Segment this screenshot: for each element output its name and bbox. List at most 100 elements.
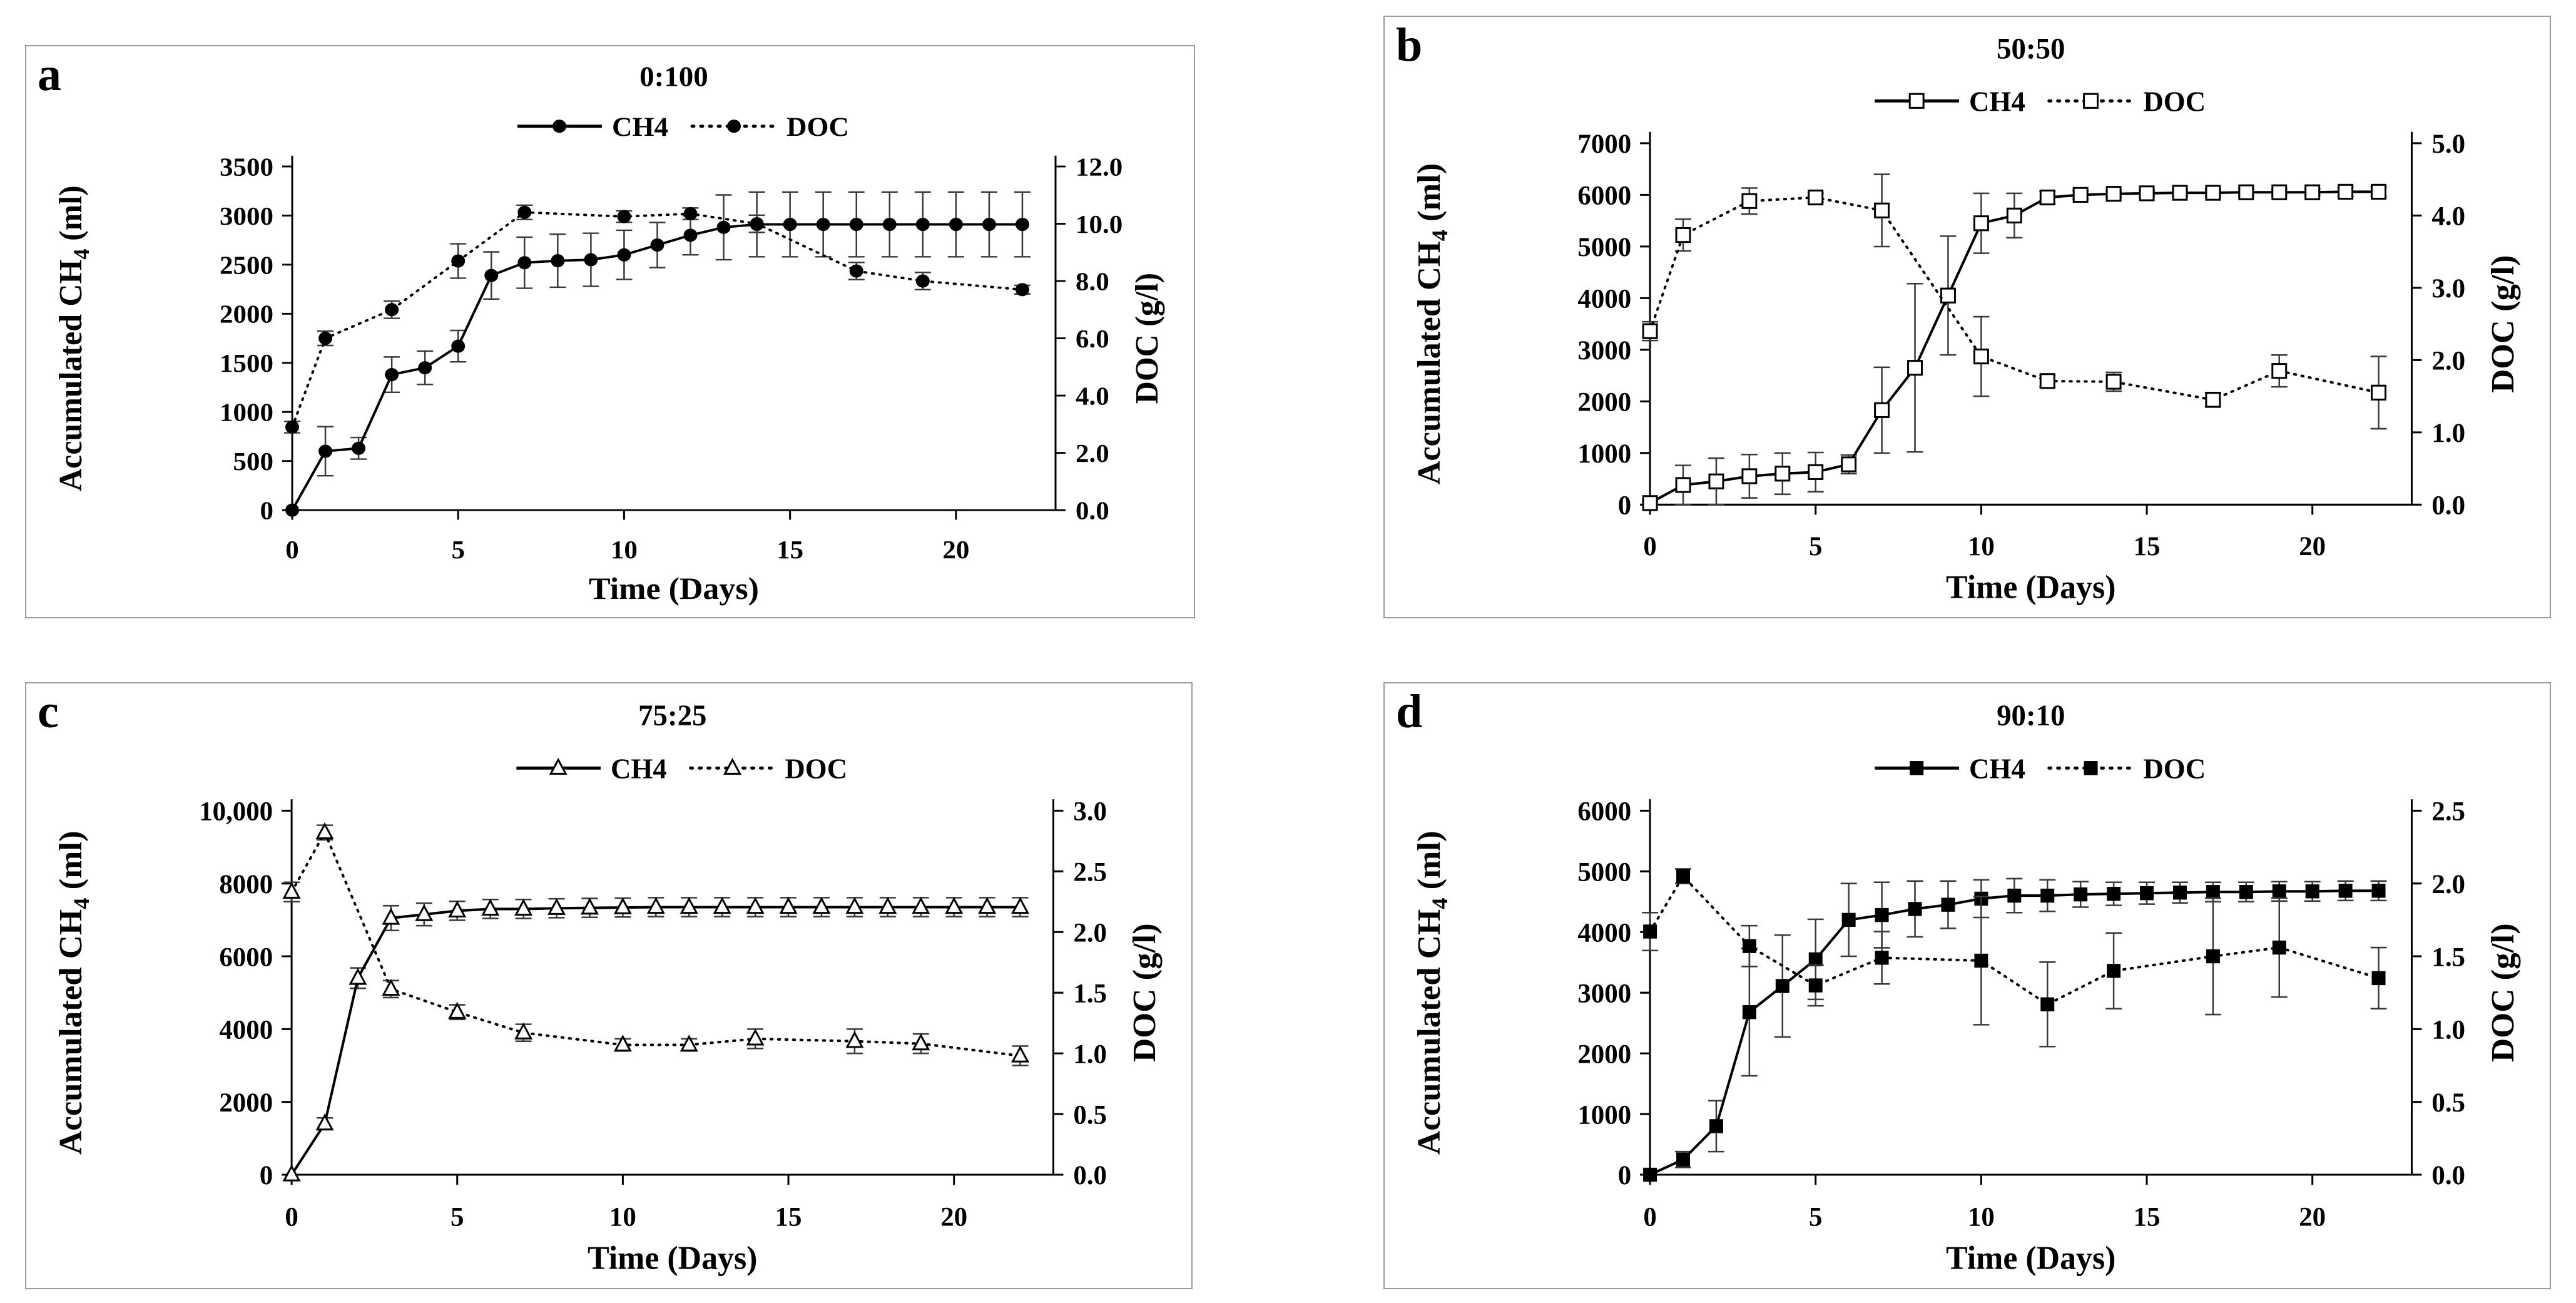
ch4-marker [584, 253, 598, 267]
ch4-marker [315, 1113, 334, 1131]
left-axis: 0 500 1000 1500 2000 2500 3000 3500 [220, 153, 292, 525]
doc-marker [1875, 951, 1889, 965]
chart-title: 75:25 [638, 700, 706, 732]
legend-item-ch4: CH4 [517, 112, 668, 142]
doc-marker [1974, 953, 1988, 968]
legend-item-doc: DOC [690, 112, 849, 142]
ch4-marker [285, 503, 299, 517]
doc-marker [849, 264, 863, 278]
series-line-ch4 [290, 906, 1021, 1176]
ch4-marker [580, 897, 599, 915]
right-axis-tick-label: 2.0 [1073, 917, 1107, 948]
left-axis-tick-label: 3000 [220, 202, 273, 231]
left-axis-tick-label: 4000 [1577, 917, 1631, 948]
chart-title: 0:100 [639, 61, 708, 92]
doc-marker [448, 1001, 467, 1019]
ch4-marker [1642, 495, 1658, 511]
ch4-marker [845, 897, 864, 914]
right-axis-tick-label: 12.0 [1076, 153, 1123, 181]
legend-item-doc: DOC [2047, 86, 2206, 117]
x-axis-tick-label: 0 [1643, 532, 1656, 561]
ch4-marker [2105, 186, 2122, 202]
right-axis: 0.0 0.5 1.0 1.5 2.0 2.5 [2411, 796, 2465, 1190]
legend-label-doc: DOC [2143, 753, 2206, 784]
series-doc [1642, 173, 2387, 430]
doc-marker [915, 274, 930, 288]
left-axis: 0 1000 2000 3000 4000 5000 6000 7000 [1577, 130, 1651, 521]
ch4-marker [2371, 884, 2386, 898]
chart-50-50: 50:50 0 1000 2000 3000 4000 5000 6000 7000 0.0 1.… [1411, 33, 2521, 605]
left-axis-tick-label: 1000 [1577, 439, 1631, 469]
legend-label-ch4: CH4 [1969, 86, 2025, 117]
legend-marker-doc [727, 120, 741, 133]
left-axis-tick-label: 2500 [220, 251, 273, 280]
ch4-marker [978, 897, 997, 914]
ch4-marker [949, 218, 963, 232]
doc-marker [683, 207, 698, 221]
ch4-marker [2172, 886, 2187, 900]
ch4-marker [2107, 886, 2121, 901]
legend-marker-doc [723, 757, 742, 775]
doc-marker [315, 822, 334, 839]
doc-marker [285, 420, 299, 434]
svg-text:Accumulated CH4 (ml): Accumulated CH4 (ml) [1411, 163, 1452, 485]
x-axis-tick-label: 0 [1643, 1202, 1656, 1232]
y-axis-label-left: Accumulated CH4 (ml) [1411, 163, 1452, 485]
svg-text:DOC (g/l): DOC (g/l) [2485, 255, 2521, 393]
chart-render-root: 0 500 1000 1500 2000 2500 3000 3500 0.0 2.0 4.0 6.0… [53, 112, 1165, 606]
x-axis-tick-label: 5 [1809, 1202, 1822, 1232]
ch4-marker [2271, 184, 2288, 200]
x-axis-tick-label: 5 [1809, 532, 1822, 561]
ch4-marker [2039, 189, 2055, 206]
legend-item-ch4: CH4 [1875, 753, 2025, 785]
ch4-marker [2272, 884, 2286, 899]
left-axis-tick-label: 0 [260, 496, 273, 525]
legend-item-ch4: CH4 [516, 753, 667, 785]
panel-d: d 90:10 0 1000 2000 3000 4000 5000 6000 0.0 0.5 1… [1383, 682, 2551, 1289]
ch4-marker [1973, 215, 1989, 232]
x-axis-tick-label: 10 [1968, 1202, 1995, 1232]
chart-render-root: 0 1000 2000 3000 4000 5000 6000 0.0 0.5 1.0 1.5 2.0… [1411, 753, 2521, 1276]
left-axis-tick-label: 6000 [1577, 796, 1631, 826]
left-axis-tick-label: 1000 [220, 398, 273, 427]
legend-label-ch4: CH4 [1969, 753, 2025, 784]
ch4-marker [1676, 1152, 1690, 1167]
ch4-marker [1874, 402, 1890, 418]
right-axis-tick-label: 2.0 [2431, 869, 2465, 899]
panel-letter-c: c [38, 685, 59, 738]
x-axis-tick-label: 15 [776, 536, 803, 565]
ch4-marker [481, 899, 500, 916]
series-ch4 [1642, 183, 2387, 511]
right-axis-tick-label: 0.5 [2431, 1088, 2465, 1118]
doc-marker [2039, 373, 2055, 389]
series-doc [1642, 868, 2387, 1048]
panel-letter-a: a [38, 48, 61, 101]
right-axis-tick-label: 0.5 [1073, 1100, 1107, 1130]
ch4-marker [1709, 1119, 1723, 1133]
left-axis-tick-label: 5000 [1577, 233, 1631, 262]
doc-marker [2371, 971, 2386, 986]
right-axis-tick-label: 4.0 [2431, 202, 2465, 231]
ch4-marker [849, 218, 863, 232]
axes [291, 155, 1057, 511]
right-axis-tick-label: 6.0 [1076, 325, 1109, 354]
ch4-marker [451, 339, 466, 353]
legend-marker-ch4 [552, 120, 566, 133]
legend-item-doc: DOC [2047, 753, 2206, 785]
ch4-marker [650, 238, 664, 252]
ch4-marker [1941, 897, 1955, 912]
legend-label-ch4: CH4 [611, 753, 667, 784]
doc-marker [1973, 348, 1989, 365]
x-axis-tick-label: 10 [609, 1202, 636, 1232]
y-axis-label-right: DOC (g/l) [1129, 273, 1165, 404]
error-bars [317, 191, 1031, 477]
right-axis-tick-label: 3.0 [1073, 796, 1107, 826]
doc-marker [1015, 283, 1029, 297]
x-axis-tick-label: 10 [1968, 532, 1995, 561]
ch4-marker [352, 441, 366, 455]
ch4-marker [514, 899, 533, 916]
doc-marker [1643, 924, 1657, 939]
ch4-marker [878, 897, 897, 914]
ch4-marker [1907, 360, 1923, 376]
ch4-marker [882, 218, 897, 232]
